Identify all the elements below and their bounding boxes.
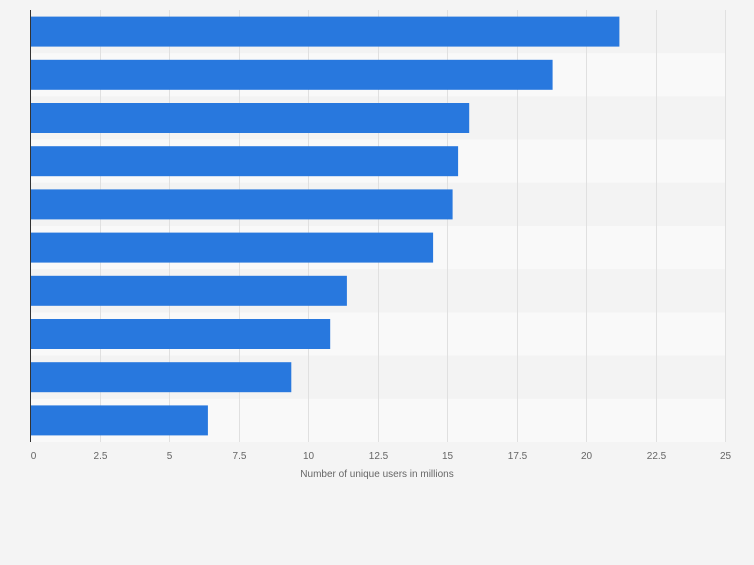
x-tick-label: 5 [167, 451, 173, 462]
bar[interactable] [31, 59, 553, 90]
bars [31, 16, 620, 436]
x-tick-label: 22.5 [647, 451, 667, 462]
x-tick-label: 20 [581, 451, 593, 462]
x-axis-ticks: 0 2.5 5 7.5 10 12.5 15 17.5 20 22.5 25 [31, 451, 732, 462]
bar[interactable] [31, 362, 292, 393]
bar[interactable] [31, 232, 434, 263]
x-tick-label: 12.5 [369, 451, 389, 462]
bar[interactable] [31, 16, 620, 47]
x-tick-label: 7.5 [233, 451, 247, 462]
x-tick-label: 0 [31, 451, 37, 462]
bar[interactable] [31, 189, 453, 220]
x-tick-label: 25 [720, 451, 732, 462]
bar[interactable] [31, 405, 208, 436]
x-tick-label: 17.5 [508, 451, 528, 462]
bar[interactable] [31, 103, 470, 133]
bar[interactable] [31, 146, 459, 177]
x-tick-label: 2.5 [94, 451, 108, 462]
bar[interactable] [31, 275, 347, 306]
x-axis-label: Number of unique users in millions [300, 469, 453, 480]
bar[interactable] [31, 319, 331, 349]
x-tick-label: 15 [442, 451, 454, 462]
x-tick-label: 10 [303, 451, 315, 462]
